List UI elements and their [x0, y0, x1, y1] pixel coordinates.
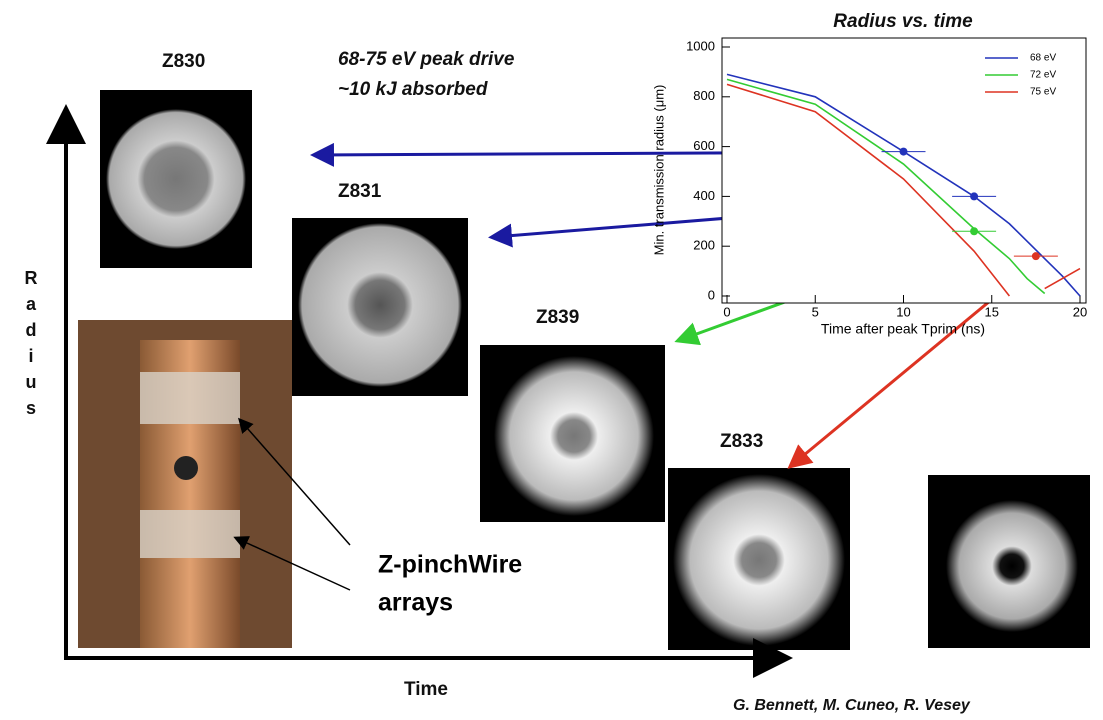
x-axis-label: Time after peak Tprim (ns) — [821, 321, 985, 337]
y-tick-label: 200 — [693, 238, 715, 253]
x-tick-label: 15 — [985, 304, 999, 319]
chart: Radius vs. time Time after peak Tprim (n… — [651, 11, 1087, 337]
radius-label: Radius — [20, 268, 41, 424]
x-tick-label: 5 — [812, 304, 819, 319]
legend-label: 75 eV — [1030, 87, 1056, 98]
y-tick-label: 600 — [693, 138, 715, 153]
image-content — [106, 109, 246, 249]
image-content — [673, 474, 845, 646]
image-content — [946, 500, 1078, 632]
absorbed: ~10 kJ absorbed — [338, 79, 488, 100]
shot-label: Z830 — [162, 51, 205, 72]
chart-title: Radius vs. time — [833, 11, 973, 32]
photo-hole — [174, 456, 198, 480]
slide-canvas: 68-75 eV peak drive ~10 kJ absorbed Z830… — [0, 0, 1103, 720]
photo-wires — [140, 510, 240, 558]
photo-caption: arrays — [378, 589, 453, 617]
legend-label: 72 eV — [1030, 70, 1056, 81]
marker — [900, 148, 908, 156]
credit: G. Bennett, M. Cuneo, R. Vesey — [733, 697, 971, 714]
shot-label: Z833 — [720, 431, 763, 452]
image-content — [494, 356, 654, 516]
marker — [970, 192, 978, 200]
image-content — [298, 223, 462, 387]
shot-label: Z839 — [536, 307, 579, 328]
y-axis-label: Min. transmission radius (μm) — [651, 85, 666, 256]
x-tick-label: 20 — [1073, 304, 1087, 319]
x-tick-label: 0 — [723, 304, 730, 319]
photo-caption: Z-pinchWire — [378, 551, 522, 579]
y-tick-label: 0 — [708, 287, 715, 302]
shot-label: Z831 — [338, 181, 382, 202]
y-tick-label: 1000 — [686, 38, 715, 53]
marker — [970, 227, 978, 235]
legend-label: 68 eV — [1030, 53, 1056, 64]
time-label: Time — [404, 679, 448, 700]
marker — [1032, 252, 1040, 260]
y-tick-label: 400 — [693, 188, 715, 203]
drive: 68-75 eV peak drive — [338, 49, 515, 70]
photo-wires — [140, 372, 240, 424]
slide: 68-75 eV peak drive ~10 kJ absorbed Z830… — [0, 0, 1103, 720]
x-tick-label: 10 — [896, 304, 910, 319]
y-tick-label: 800 — [693, 88, 715, 103]
